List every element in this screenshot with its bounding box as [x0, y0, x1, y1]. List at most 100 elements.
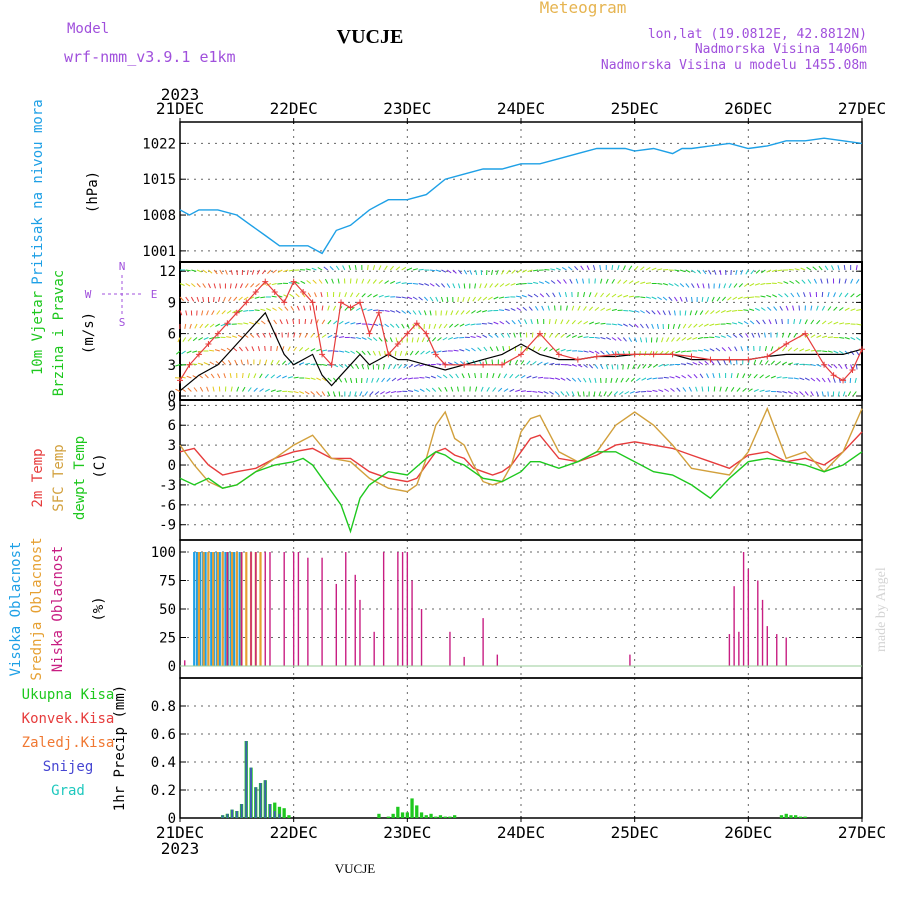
wind-arrow [404, 350, 408, 356]
cloud-ylabel-mid: Srednja Oblacnost [29, 537, 45, 680]
wind-arrow [361, 364, 365, 370]
wind-arrow [338, 364, 344, 368]
wind-arrow [526, 360, 531, 365]
wind-arrow [301, 292, 306, 298]
wind-arrow [806, 266, 812, 271]
wind-arrow [323, 266, 329, 271]
wind-arrow [214, 349, 220, 352]
wind-arrow [838, 364, 843, 369]
wind-arrow [837, 265, 840, 271]
wind-arrow [594, 337, 600, 339]
wind-arrow [668, 296, 673, 302]
wind-arrow [509, 388, 515, 392]
wind-arrow [537, 346, 542, 352]
wind-arrow [367, 278, 371, 284]
wind-arrow [391, 377, 397, 382]
wind-arrow [212, 386, 215, 392]
wind-arrow [827, 377, 831, 383]
wind-arrow [622, 337, 627, 342]
wind-arrow [327, 377, 332, 382]
wind-arrow [594, 322, 600, 325]
wind-arrow [686, 362, 692, 365]
wind-arrow [355, 292, 360, 298]
wind-arrow [663, 269, 669, 271]
precip-bar-total [803, 816, 807, 818]
wind-arrow [295, 293, 300, 298]
wind-arrow [192, 350, 198, 353]
wind-arrow [401, 310, 406, 314]
wind-arrow [839, 337, 845, 339]
wind-arrow [506, 269, 511, 275]
y-tick-label: 50 [159, 602, 176, 618]
wind-arrow [203, 337, 209, 340]
wind-arrow [250, 283, 255, 288]
wind-arrow [663, 364, 669, 367]
wind-arrow [506, 332, 511, 338]
wind-arrow [723, 283, 727, 289]
wind-arrow [682, 387, 687, 392]
wind-arrow [718, 372, 721, 379]
wind-arrow [624, 391, 630, 395]
wind-arrow-field [174, 264, 862, 397]
wind-arrow [311, 267, 317, 271]
wind-arrow [355, 350, 361, 355]
wind-arrow [454, 361, 459, 365]
wind-arrow [471, 347, 476, 352]
precip-bar-snow [240, 804, 243, 818]
wind-arrow [511, 319, 516, 325]
pressure-unit: (hPa) [85, 171, 101, 213]
wind-arrow [735, 269, 738, 276]
wind-arrow [564, 291, 567, 298]
wind-arrow [474, 283, 477, 289]
wind-arrow [321, 364, 328, 366]
wind-arrow [278, 306, 283, 311]
wind-arrow [436, 375, 442, 379]
wind-arrow [350, 322, 356, 325]
wind-arrow [514, 359, 519, 365]
wind-arrow [380, 391, 385, 395]
wind-arrow [549, 377, 555, 380]
wind-arrow [238, 346, 243, 352]
wind-arrow [543, 332, 547, 338]
precip-bar-total [443, 816, 447, 818]
wind-arrow [491, 359, 494, 365]
wind-arrow [210, 373, 215, 379]
wind-arrow [534, 306, 539, 311]
wind-gust-marker [271, 289, 278, 295]
wind-arrow [338, 391, 341, 397]
wind-arrow [702, 283, 705, 289]
wind-arrow [344, 292, 347, 298]
y-tick-label: 0 [168, 389, 176, 405]
wind-arrow [658, 389, 664, 392]
y-tick-label: 25 [159, 631, 176, 647]
wind-arrow [580, 265, 584, 271]
wind-arrow [560, 319, 564, 325]
wind-arrow [575, 278, 579, 284]
wind-gust-marker [830, 372, 837, 379]
wind-arrow [399, 350, 403, 356]
wind-arrow [844, 350, 850, 355]
wind-arrow [420, 350, 425, 355]
wind-arrow [206, 386, 209, 392]
wind-arrow [179, 296, 184, 301]
precip-bar-snow [231, 809, 234, 818]
wind-arrow [856, 337, 861, 341]
wind-arrow [820, 278, 823, 284]
wind-arrow [243, 310, 249, 312]
wind-arrow [421, 337, 425, 343]
wind-arrow [441, 269, 447, 273]
wind-arrow [600, 322, 606, 325]
wind-arrow [277, 283, 283, 285]
wind-arrow [657, 296, 662, 301]
wind-gust-marker [783, 341, 790, 347]
wind-arrow [571, 364, 577, 367]
wind-arrow [605, 278, 609, 284]
wind-arrow [793, 391, 799, 395]
wind-arrow [640, 281, 646, 284]
wind-arrow [776, 361, 782, 365]
wind-arrow [354, 265, 357, 271]
wind-arrow [747, 373, 752, 379]
plot-layer: 1001 1008 1015 1022 0 3 6 9 12 9 6 3 0 -3 -6 -9 0 25 50 75 1… [8, 85, 886, 858]
wind-arrow [261, 269, 266, 275]
wind-arrow [821, 377, 826, 383]
